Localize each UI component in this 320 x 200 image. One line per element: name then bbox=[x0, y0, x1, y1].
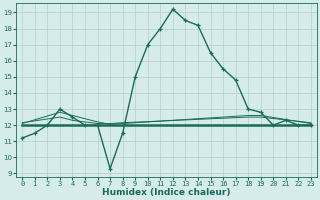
X-axis label: Humidex (Indice chaleur): Humidex (Indice chaleur) bbox=[102, 188, 231, 197]
